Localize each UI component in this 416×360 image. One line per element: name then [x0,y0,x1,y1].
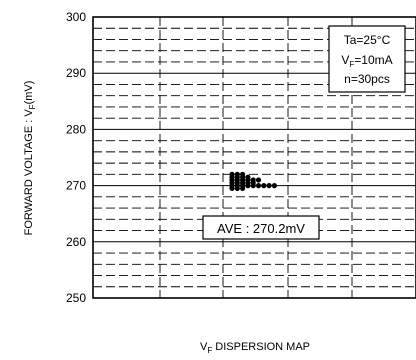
legend-sample-count: n=30pcs [344,72,390,86]
legend-frame [328,25,406,93]
plot-frame [92,16,416,299]
data-point [245,183,251,189]
legend-temperature: Ta=25°C [344,33,391,47]
data-point [229,185,235,192]
data-point [271,183,277,189]
average-box [202,215,320,240]
y-tick-label: 290 [66,66,86,80]
y-tick-label: 300 [66,10,86,24]
legend-box: Ta=25°C VF=10mA n=30pcs [328,25,406,93]
data-point [266,183,272,189]
y-axis-ticks: 250 260 270 280 290 300 [66,10,86,305]
data-point [250,183,256,189]
data-point [240,185,246,192]
y-tick-label: 260 [66,235,86,249]
y-tick-label: 280 [66,122,86,136]
y-tick-label: 250 [66,291,86,305]
data-points [229,171,277,192]
y-tick-label: 270 [66,179,86,193]
data-point [255,183,262,189]
y-axis-label: FORWARD VOLTAGE : VF(mV) [23,81,37,236]
average-annotation: AVE : 270.2mV [202,215,320,240]
data-point [234,185,240,192]
data-point [261,183,267,189]
average-label: AVE : 270.2mV [217,221,305,236]
x-axis-label: VF DISPERSION MAP [200,341,310,355]
data-point [255,177,262,183]
grid-lines [93,17,416,298]
legend-current: VF=10mA [341,53,392,69]
